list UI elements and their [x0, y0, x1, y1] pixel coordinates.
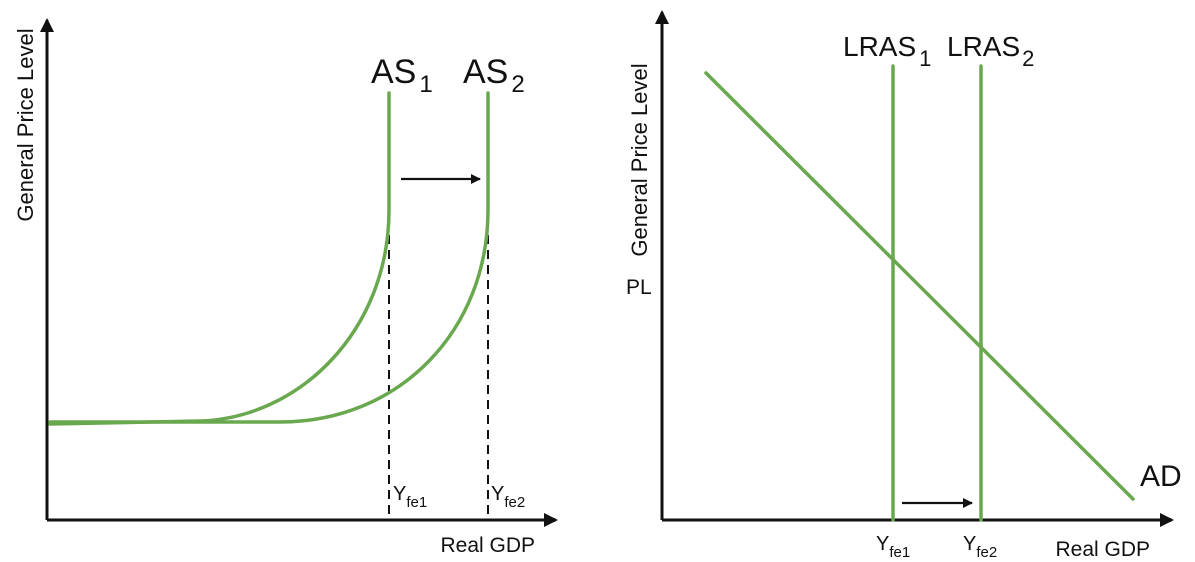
right-x-axis-label: Real GDP — [1055, 538, 1150, 561]
lras2-label: LRAS2 — [947, 31, 1034, 71]
right-yfe1-label: Yfe1 — [876, 533, 910, 561]
as2-curve — [48, 91, 490, 424]
left-y-axis-label: General Price Level — [13, 28, 38, 221]
left-yfe2-label: Yfe2 — [491, 483, 525, 511]
left-yfe1-label: Yfe1 — [393, 483, 427, 511]
lras1-label: LRAS 1 — [843, 31, 931, 71]
as1-label: AS 1 — [371, 53, 433, 98]
as1-curve — [48, 91, 391, 426]
left-x-axis-label: Real GDP — [440, 534, 535, 557]
right-y-axis-label: General Price Level — [627, 63, 652, 256]
left-panel: General Price Level Real GDP AS 1 AS 2 Yfe… — [13, 18, 558, 557]
ad-label: AD — [1140, 460, 1182, 493]
as2-label: AS 2 — [463, 53, 525, 98]
ad-line — [704, 71, 1135, 501]
right-yfe2-label: Yfe2 — [963, 533, 997, 561]
right-panel: General Price Level PL Real GDP LRAS 1 LR… — [626, 10, 1182, 561]
pl-tick-label: PL — [626, 276, 652, 299]
